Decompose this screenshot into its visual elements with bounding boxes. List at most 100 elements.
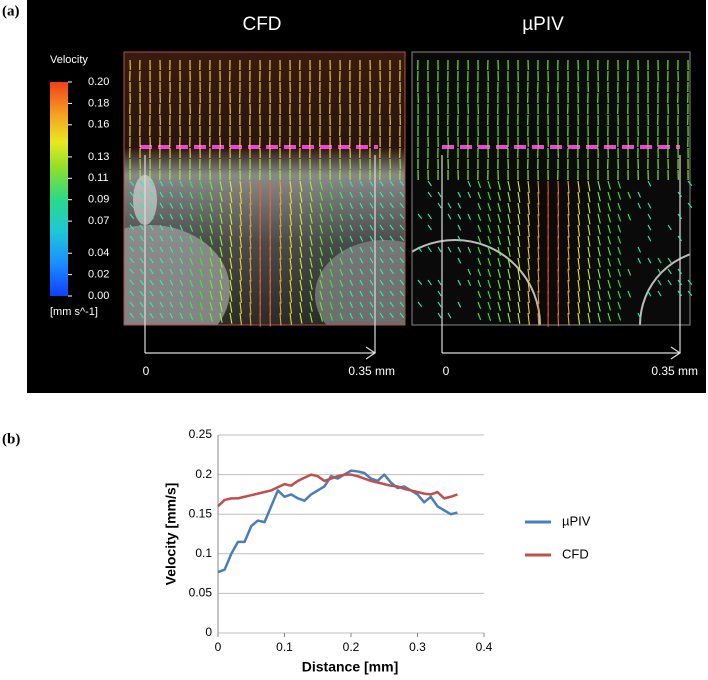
vector-arrow <box>309 312 313 323</box>
vector-arrow <box>189 224 194 232</box>
vector-arrow <box>647 257 652 264</box>
vector-arrow <box>677 213 683 220</box>
vector-arrow <box>309 202 313 213</box>
vector-arrow <box>389 202 394 209</box>
vector-arrow <box>369 301 374 308</box>
vector-arrow <box>199 191 204 200</box>
vector-arrow <box>587 312 591 324</box>
vector-arrow <box>179 246 184 253</box>
vector-arrow <box>369 312 374 319</box>
vector-arrow <box>527 290 530 303</box>
vector-arrow <box>239 180 242 193</box>
vector-arrow <box>199 213 204 222</box>
vector-arrow <box>319 257 323 267</box>
vector-arrow <box>597 235 601 246</box>
vector-arrow <box>229 279 233 291</box>
vector-arrow <box>567 246 570 260</box>
vector-arrow <box>417 213 423 220</box>
image-title: CFD <box>242 14 281 35</box>
vector-arrow <box>497 202 501 212</box>
vector-arrow <box>139 246 144 253</box>
vector-arrow <box>199 202 204 211</box>
vector-arrow <box>129 290 135 297</box>
vector-arrow <box>279 224 282 238</box>
vector-arrow <box>617 202 622 211</box>
vector-arrow <box>389 279 394 286</box>
vector-arrow <box>169 213 174 220</box>
vector-arrow <box>507 224 511 235</box>
vector-arrow <box>219 268 223 279</box>
vector-arrow <box>129 257 135 264</box>
vector-arrow <box>209 213 213 223</box>
vector-arrow <box>477 191 482 199</box>
vector-arrow <box>487 213 492 222</box>
vector-arrow <box>309 246 313 257</box>
x-axis-title: Distance [mm] <box>302 659 398 675</box>
vector-arrow <box>279 235 282 249</box>
vector-arrow <box>457 279 462 286</box>
vector-arrow <box>169 268 174 275</box>
vector-arrow <box>379 301 384 308</box>
vector-arrow <box>339 213 344 221</box>
vector-arrow <box>587 191 591 203</box>
vector-arrow <box>597 290 601 301</box>
vector-arrow <box>209 191 213 201</box>
vector-arrow <box>299 224 303 236</box>
vector-arrow <box>359 268 364 275</box>
vector-arrow <box>677 290 683 297</box>
vector-arrow <box>627 213 632 221</box>
vector-arrow <box>437 246 442 253</box>
y-tick-label: 0 <box>205 625 212 639</box>
vector-arrow <box>597 257 601 268</box>
vector-arrow <box>349 290 354 297</box>
vector-arrow <box>637 257 642 264</box>
vector-arrow <box>239 246 242 259</box>
vector-arrow <box>179 290 184 297</box>
vector-arrow <box>677 268 683 275</box>
vector-arrow <box>189 191 194 199</box>
vector-arrow <box>289 202 293 215</box>
vector-arrow <box>517 180 521 192</box>
vector-arrow <box>567 213 570 227</box>
vector-arrow <box>299 290 303 302</box>
vector-arrow <box>647 224 652 231</box>
vector-arrow <box>587 279 591 291</box>
cfd-frame <box>123 51 406 326</box>
vector-arrow <box>607 180 612 190</box>
vector-arrow <box>369 202 374 209</box>
vector-arrow <box>339 290 344 298</box>
vector-arrow <box>289 213 293 226</box>
vector-arrow <box>329 213 334 222</box>
vector-arrow <box>219 224 223 235</box>
vector-arrow <box>279 246 282 260</box>
vector-arrow <box>597 268 601 279</box>
vector-arrow <box>139 202 144 209</box>
vector-arrow <box>389 224 394 231</box>
series-line <box>217 469 458 574</box>
vector-arrow <box>379 224 384 231</box>
scale-label: 0 <box>143 364 150 378</box>
vector-arrow <box>279 290 282 304</box>
vector-arrow <box>517 279 521 291</box>
vector-arrow <box>229 257 233 269</box>
scale-label: 0 <box>443 364 450 378</box>
vector-arrow <box>359 191 364 198</box>
vector-arrow <box>427 180 432 187</box>
vector-arrow <box>139 213 144 220</box>
colorbar-tick-label: 0.16 <box>88 119 109 131</box>
vector-arrow <box>507 268 511 279</box>
vector-arrow <box>319 224 323 234</box>
vector-arrow <box>329 279 334 288</box>
vector-arrow <box>309 191 313 202</box>
vector-arrow <box>229 312 233 324</box>
vector-arrow <box>199 290 204 299</box>
vector-arrow <box>497 257 501 267</box>
vector-arrow <box>129 191 135 198</box>
vector-arrow <box>339 180 344 188</box>
colorbar-tick-label: 0.00 <box>88 290 109 302</box>
vector-arrow <box>467 268 472 276</box>
vector-arrow <box>289 246 293 259</box>
vector-arrow <box>517 257 521 269</box>
vector-arrow <box>667 257 672 264</box>
vector-arrow <box>279 268 282 282</box>
